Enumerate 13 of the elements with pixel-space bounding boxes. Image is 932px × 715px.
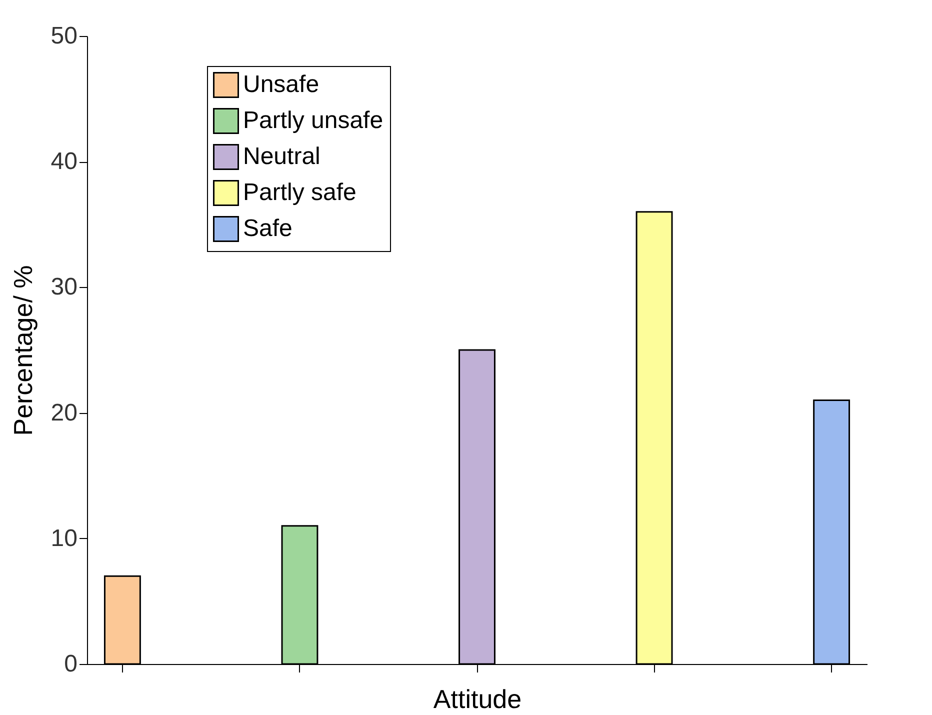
y-tick-label: 50: [50, 22, 78, 50]
y-axis-title: Percentage/ %: [8, 265, 38, 436]
legend-label: Unsafe: [243, 71, 320, 98]
y-tick-label: 10: [50, 524, 78, 552]
y-tick-label: 20: [50, 399, 78, 426]
y-tick-label: 40: [50, 148, 78, 176]
legend-label: Neutral: [243, 143, 320, 170]
legend-label: Safe: [243, 215, 292, 242]
x-axis-title: Attitude: [433, 684, 522, 714]
y-tick-label: 30: [50, 274, 78, 301]
legend-label: Partly unsafe: [243, 107, 384, 134]
y-tick-label: 0: [64, 650, 78, 678]
legend-label: Partly safe: [243, 179, 356, 206]
